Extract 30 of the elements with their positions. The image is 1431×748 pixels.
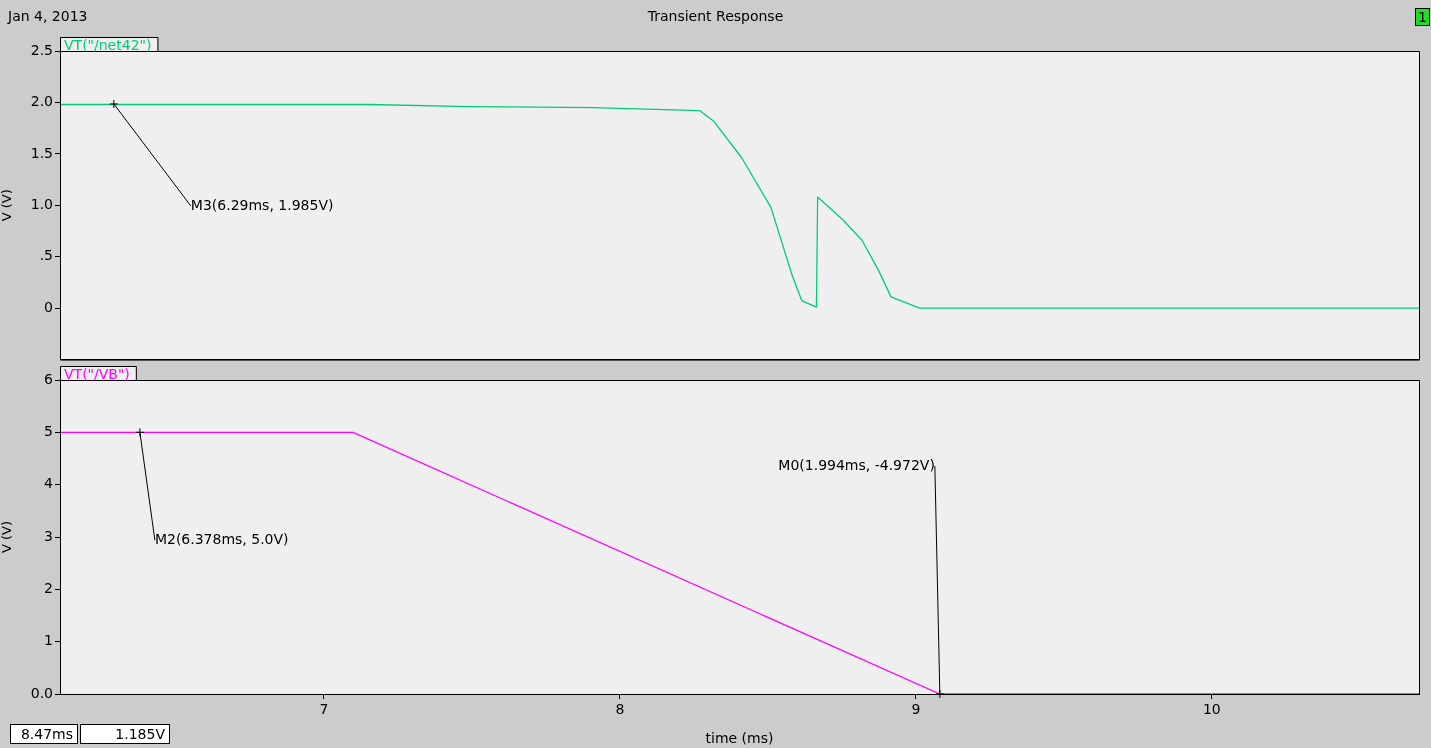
y-axis-title: V (V) [0,189,15,222]
y-tick-label: 6 [44,370,54,387]
y-tick-label: 1 [44,632,53,649]
text: VT("/VB") [64,365,130,382]
y-tick-label: 4 [44,475,54,492]
y-tick-label: 5 [44,422,53,439]
x-axis-title: time (ms) [705,730,774,747]
y-tick-label: 2.5 [30,41,53,58]
x-tick-label: 9 [911,701,921,718]
text: 1.185V [80,724,170,744]
x-tick-label: 7 [319,701,329,718]
y-tick-label: 2 [44,579,53,596]
x-tick-label: 10 [1202,701,1221,718]
annotation: M3(6.29ms, 1.985V) [190,196,334,213]
y-tick-label: 1.5 [30,144,53,161]
annotation: M2(6.378ms, 5.0V) [154,530,289,547]
text: 8.47ms [10,724,78,744]
y-tick-label: .5 [39,247,53,264]
y-tick-label: 0.0 [30,684,53,701]
annotation: M0(1.994ms, -4.972V) [778,456,935,473]
y-tick-label: 1.0 [30,195,53,212]
y-tick-label: 2.0 [30,93,53,110]
chart-title: Transient Response [647,8,784,24]
text: VT("/net42") [64,36,152,53]
text: Jan 4, 2013 [8,8,88,24]
text: 1 [1415,8,1430,26]
y-axis-title: V (V) [0,520,15,554]
y-tick-label: 0 [44,298,53,315]
x-tick-label: 8 [615,701,625,718]
y-tick-label: 3 [44,527,53,544]
